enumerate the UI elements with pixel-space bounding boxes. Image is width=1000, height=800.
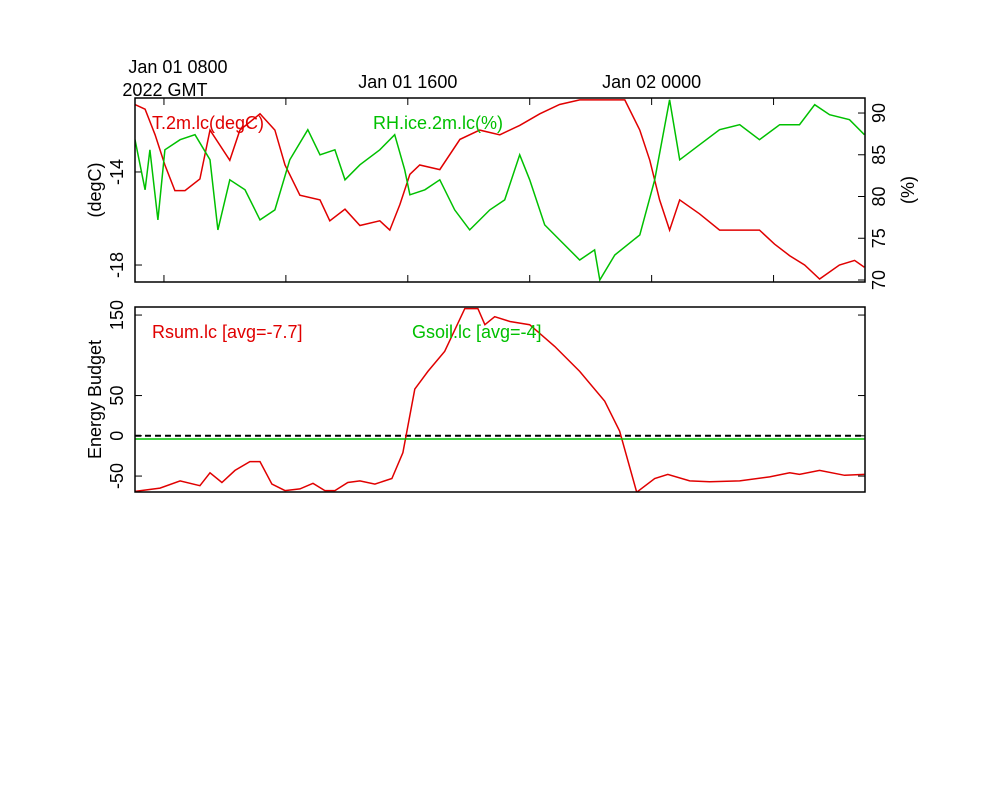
y2-tick-label: 80 [869,186,889,206]
y-tick-label: -18 [107,252,127,278]
y2-tick-label: 70 [869,270,889,290]
y-axis-label: (degC) [85,162,105,217]
x-axis-label: 2022 GMT [122,80,207,100]
plot-frame [134,97,866,283]
legend-label: T.2m.lc(degC) [152,113,264,133]
plot-area [135,307,865,492]
series-line [135,99,865,282]
y2-tick-label: 90 [869,103,889,123]
plot-area [135,99,865,282]
legend-label: Gsoil.lc [avg=-4] [412,322,542,342]
y-axis-label: Energy Budget [85,340,105,459]
y2-axis-label: (%) [898,176,918,204]
x-tick-label: Jan 01 0800 [128,57,227,77]
x-tick-label: Jan 01 1600 [358,72,457,92]
y-tick-label: 50 [107,386,127,406]
series-line [135,307,865,492]
y-tick-label: -14 [107,159,127,185]
legend-label: RH.ice.2m.lc(%) [373,113,503,133]
y-tick-label: -50 [107,463,127,489]
x-tick-label: Jan 02 0000 [602,72,701,92]
y2-tick-label: 75 [869,228,889,248]
y-tick-label: 0 [107,431,127,441]
plot-frame [134,306,866,493]
y2-tick-label: 85 [869,145,889,165]
y-tick-label: 150 [107,300,127,330]
series-line [135,99,865,280]
legend-label: Rsum.lc [avg=-7.7] [152,322,303,342]
